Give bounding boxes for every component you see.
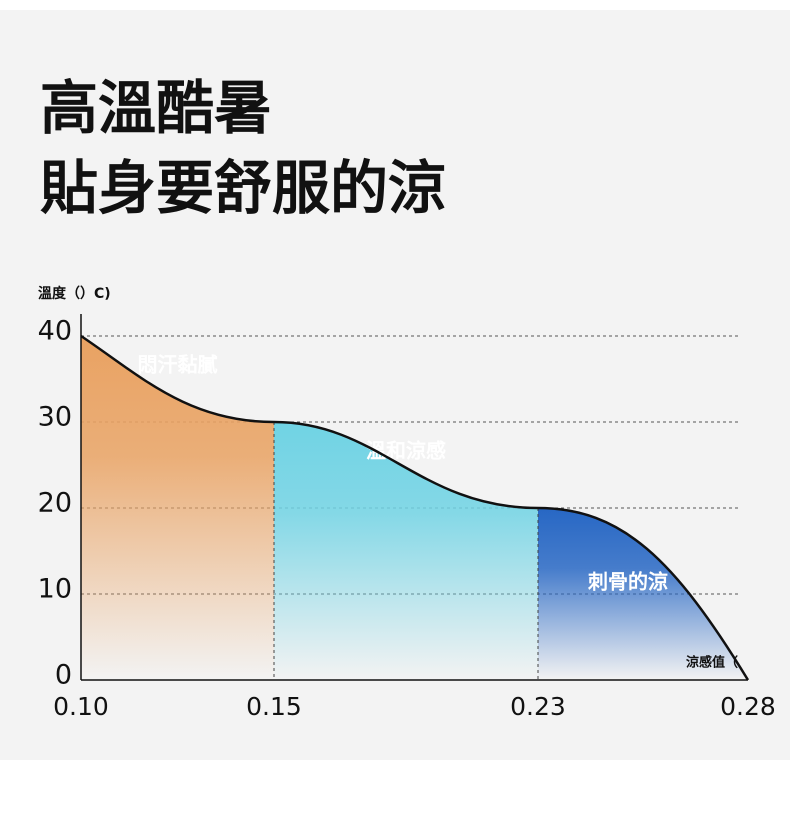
title-line: 貼身要舒服的涼	[40, 154, 446, 222]
region-area	[274, 422, 538, 680]
x-tick-label: 0.28	[720, 692, 776, 721]
region-label: 溫和涼感	[366, 439, 446, 463]
region-label: 刺骨的涼	[588, 570, 668, 594]
region-label: 悶汗黏膩	[138, 353, 218, 377]
region-area	[538, 508, 748, 680]
x-tick-label: 0.15	[246, 692, 302, 721]
y-axis-label: 溫度（）C)	[38, 285, 111, 302]
title-line: 高溫酷暑	[40, 74, 272, 142]
x-tick-label: 0.10	[53, 692, 109, 721]
curve	[80, 334, 750, 681]
y-tick-label: 20	[38, 488, 72, 519]
y-tick-label: 30	[38, 402, 72, 433]
y-tick-label: 10	[38, 574, 72, 605]
x-tick-label: 0.23	[510, 692, 566, 721]
y-tick-label: 0	[55, 660, 72, 691]
x-axis-label: 涼感值（	[686, 655, 738, 671]
region-area	[81, 336, 274, 680]
y-tick-label: 40	[38, 316, 72, 347]
